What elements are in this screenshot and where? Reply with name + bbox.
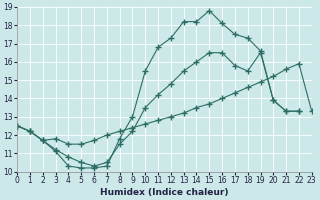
X-axis label: Humidex (Indice chaleur): Humidex (Indice chaleur) (100, 188, 229, 197)
